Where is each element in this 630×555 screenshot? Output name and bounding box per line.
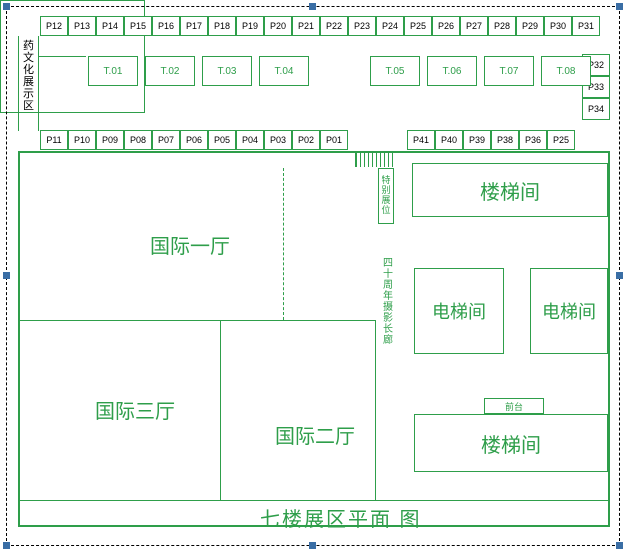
booth-P29: P29 (516, 16, 544, 36)
stair-bottom: 楼梯间 (414, 414, 608, 472)
booth-P16: P16 (152, 16, 180, 36)
tbooth-T.08: T.08 (541, 56, 591, 86)
hall-3: 国际三厅 (95, 395, 175, 424)
booth-P38: P38 (491, 130, 519, 150)
booth-P25: P25 (404, 16, 432, 36)
booth-P30: P30 (544, 16, 572, 36)
selection-handle (309, 542, 316, 549)
booth-P20: P20 (264, 16, 292, 36)
tbooth-T.03: T.03 (202, 56, 252, 86)
booth-P34: P34 (582, 98, 610, 120)
booth-P25: P25 (547, 130, 575, 150)
booth-P15: P15 (124, 16, 152, 36)
booth-P28: P28 (488, 16, 516, 36)
selection-handle (616, 272, 623, 279)
tbooth-T.06: T.06 (427, 56, 477, 86)
booth-P02: P02 (292, 130, 320, 150)
selection-handle (3, 542, 10, 549)
sidebar-label: 药文化展示区 (23, 40, 34, 113)
booth-P06: P06 (180, 130, 208, 150)
booth-P13: P13 (68, 16, 96, 36)
booth-P24: P24 (376, 16, 404, 36)
floorplan-canvas: P12P13P14P15P16P17P18P19P20P21P22P23P24P… (0, 0, 630, 555)
booth-P22: P22 (320, 16, 348, 36)
booth-P18: P18 (208, 16, 236, 36)
front-desk: 前台 (484, 398, 544, 414)
booth-P10: P10 (68, 130, 96, 150)
booth-P08: P08 (124, 130, 152, 150)
booth-P31: P31 (572, 16, 600, 36)
floorplan-title: 七楼展区平面 图 (260, 503, 422, 532)
hall-2: 国际二厅 (275, 420, 355, 449)
tbooth-T.02: T.02 (145, 56, 195, 86)
tbooth-T.04: T.04 (259, 56, 309, 86)
booth-P19: P19 (236, 16, 264, 36)
booth-P39: P39 (463, 130, 491, 150)
booth-P01: P01 (320, 130, 348, 150)
booth-P03: P03 (264, 130, 292, 150)
corridor-label: 四十周年摄影长廊 (383, 258, 393, 346)
booth-P36: P36 (519, 130, 547, 150)
selection-handle (616, 542, 623, 549)
special-booth: 特别展位 (378, 168, 394, 224)
tbooth-T.05: T.05 (370, 56, 420, 86)
booth-P40: P40 (435, 130, 463, 150)
stair-top: 楼梯间 (412, 163, 608, 217)
booth-P21: P21 (292, 16, 320, 36)
booth-P26: P26 (432, 16, 460, 36)
selection-handle (616, 3, 623, 10)
booth-P04: P04 (236, 130, 264, 150)
booth-P23: P23 (348, 16, 376, 36)
booth-P14: P14 (96, 16, 124, 36)
selection-handle (309, 3, 316, 10)
booth-P17: P17 (180, 16, 208, 36)
hall-1: 国际一厅 (150, 230, 230, 259)
booth-P09: P09 (96, 130, 124, 150)
elev-right: 电梯间 (530, 268, 608, 354)
booth-P11: P11 (40, 130, 68, 150)
booth-P05: P05 (208, 130, 236, 150)
booth-P12: P12 (40, 16, 68, 36)
selection-handle (3, 272, 10, 279)
booth-P27: P27 (460, 16, 488, 36)
tbooth-T.07: T.07 (484, 56, 534, 86)
elev-left: 电梯间 (414, 268, 504, 354)
tbooth-T.01: T.01 (88, 56, 138, 86)
stair-hatch (355, 153, 393, 167)
booth-P41: P41 (407, 130, 435, 150)
booth-P07: P07 (152, 130, 180, 150)
